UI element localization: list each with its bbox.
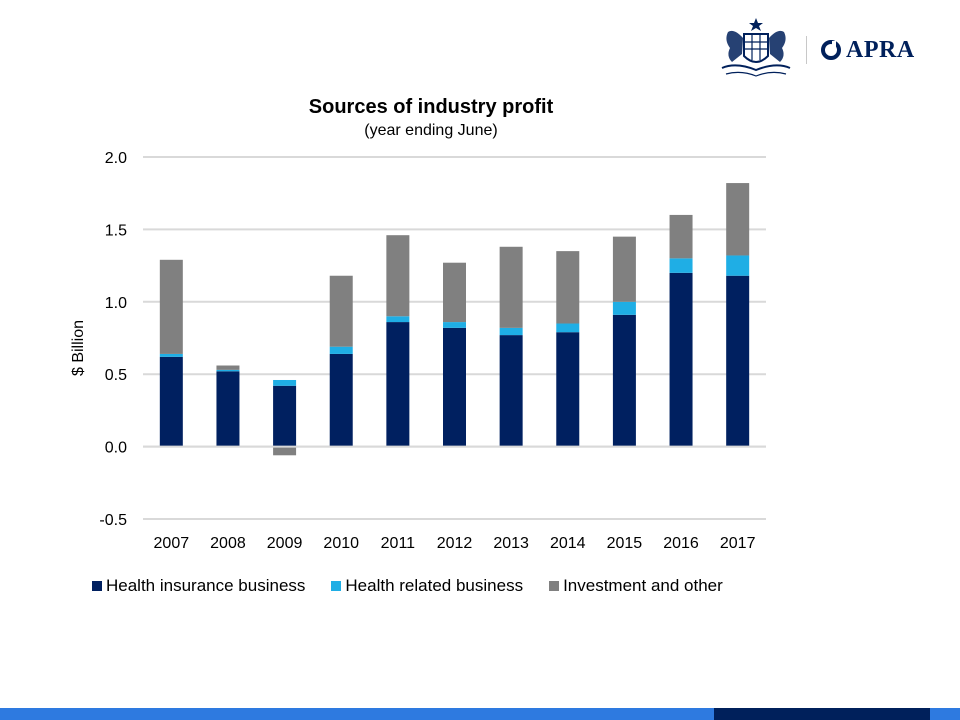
bar-segment-0 bbox=[612, 314, 636, 447]
x-tick-label: 2016 bbox=[663, 535, 699, 552]
bar-segment-1 bbox=[329, 346, 353, 354]
bar-segment-2 bbox=[499, 246, 523, 328]
bar-segment-1 bbox=[386, 316, 410, 323]
bar-segment-1 bbox=[216, 369, 240, 372]
bar-segment-2 bbox=[669, 214, 693, 259]
x-tick-label: 2017 bbox=[720, 535, 756, 552]
bar-segment-0 bbox=[329, 353, 353, 447]
bar-segment-1 bbox=[612, 301, 636, 315]
bar-segment-1 bbox=[499, 327, 523, 336]
bar-segment-2 bbox=[612, 236, 636, 302]
legend-swatch-health-insurance bbox=[92, 581, 102, 591]
bar-segment-1 bbox=[159, 353, 183, 357]
bar-segment-1 bbox=[556, 323, 580, 333]
bar-segment-2 bbox=[273, 446, 297, 456]
x-tick-label: 2015 bbox=[607, 535, 643, 552]
logo-divider bbox=[806, 36, 807, 64]
footer-bar bbox=[0, 708, 960, 720]
bar-segment-0 bbox=[726, 275, 750, 447]
bar-segment-2 bbox=[159, 259, 183, 354]
x-tick-label: 2012 bbox=[437, 535, 473, 552]
chart-subtitle: (year ending June) bbox=[364, 122, 498, 139]
footer-bar-dark bbox=[714, 708, 930, 720]
x-tick-label: 2013 bbox=[493, 535, 529, 552]
y-tick-label: 0.5 bbox=[105, 367, 127, 384]
bar-segment-1 bbox=[273, 379, 297, 386]
chart-legend: Health insurance business Health related… bbox=[92, 576, 749, 596]
bar-segment-2 bbox=[216, 365, 240, 370]
bar-segment-0 bbox=[216, 371, 240, 447]
apra-ring-icon bbox=[821, 40, 841, 60]
legend-item-health-related: Health related business bbox=[331, 576, 523, 596]
bar-segment-2 bbox=[443, 262, 466, 323]
bar-segment-0 bbox=[273, 385, 297, 447]
legend-swatch-investment bbox=[549, 581, 560, 591]
legend-swatch-health-related bbox=[331, 581, 342, 591]
y-tick-label: 1.0 bbox=[105, 295, 127, 312]
bar-segment-0 bbox=[443, 327, 466, 447]
x-tick-label: 2014 bbox=[550, 535, 586, 552]
legend-item-health-insurance: Health insurance business bbox=[92, 576, 305, 596]
x-tick-label: 2010 bbox=[323, 535, 359, 552]
x-tick-label: 2008 bbox=[210, 535, 246, 552]
bar-segment-2 bbox=[329, 275, 353, 347]
apra-logo: APRA bbox=[820, 34, 915, 66]
apra-logo-text: APRA bbox=[846, 36, 915, 63]
footer-bar-light bbox=[0, 708, 714, 720]
bar-segment-0 bbox=[556, 332, 580, 447]
legend-label-health-related: Health related business bbox=[345, 576, 524, 595]
bar-segment-1 bbox=[669, 258, 693, 273]
bar-segment-2 bbox=[726, 183, 750, 256]
x-tick-label: 2009 bbox=[267, 535, 303, 552]
chart-title: Sources of industry profit bbox=[308, 96, 554, 118]
bar-segment-0 bbox=[159, 356, 183, 447]
y-tick-label: 1.5 bbox=[105, 222, 127, 239]
bar-segment-1 bbox=[726, 255, 750, 276]
bar-segment-1 bbox=[443, 322, 466, 328]
footer-bar-accent bbox=[930, 708, 960, 720]
coat-of-arms-icon bbox=[721, 18, 791, 77]
bar-segment-0 bbox=[499, 335, 523, 447]
y-tick-label: 2.0 bbox=[105, 150, 127, 167]
y-axis-title: $ Billion bbox=[70, 320, 87, 376]
legend-item-investment: Investment and other bbox=[549, 576, 723, 596]
bar-segment-2 bbox=[556, 251, 580, 324]
bar-segment-0 bbox=[669, 272, 693, 447]
legend-label-health-insurance: Health insurance business bbox=[106, 576, 306, 595]
bar-segment-2 bbox=[386, 235, 410, 317]
bar-segment-0 bbox=[386, 322, 410, 447]
legend-label-investment: Investment and other bbox=[563, 576, 723, 595]
y-tick-label: 0.0 bbox=[105, 440, 127, 457]
x-tick-label: 2011 bbox=[381, 535, 416, 552]
x-tick-label: 2007 bbox=[154, 535, 190, 552]
y-tick-label: -0.5 bbox=[99, 512, 127, 529]
